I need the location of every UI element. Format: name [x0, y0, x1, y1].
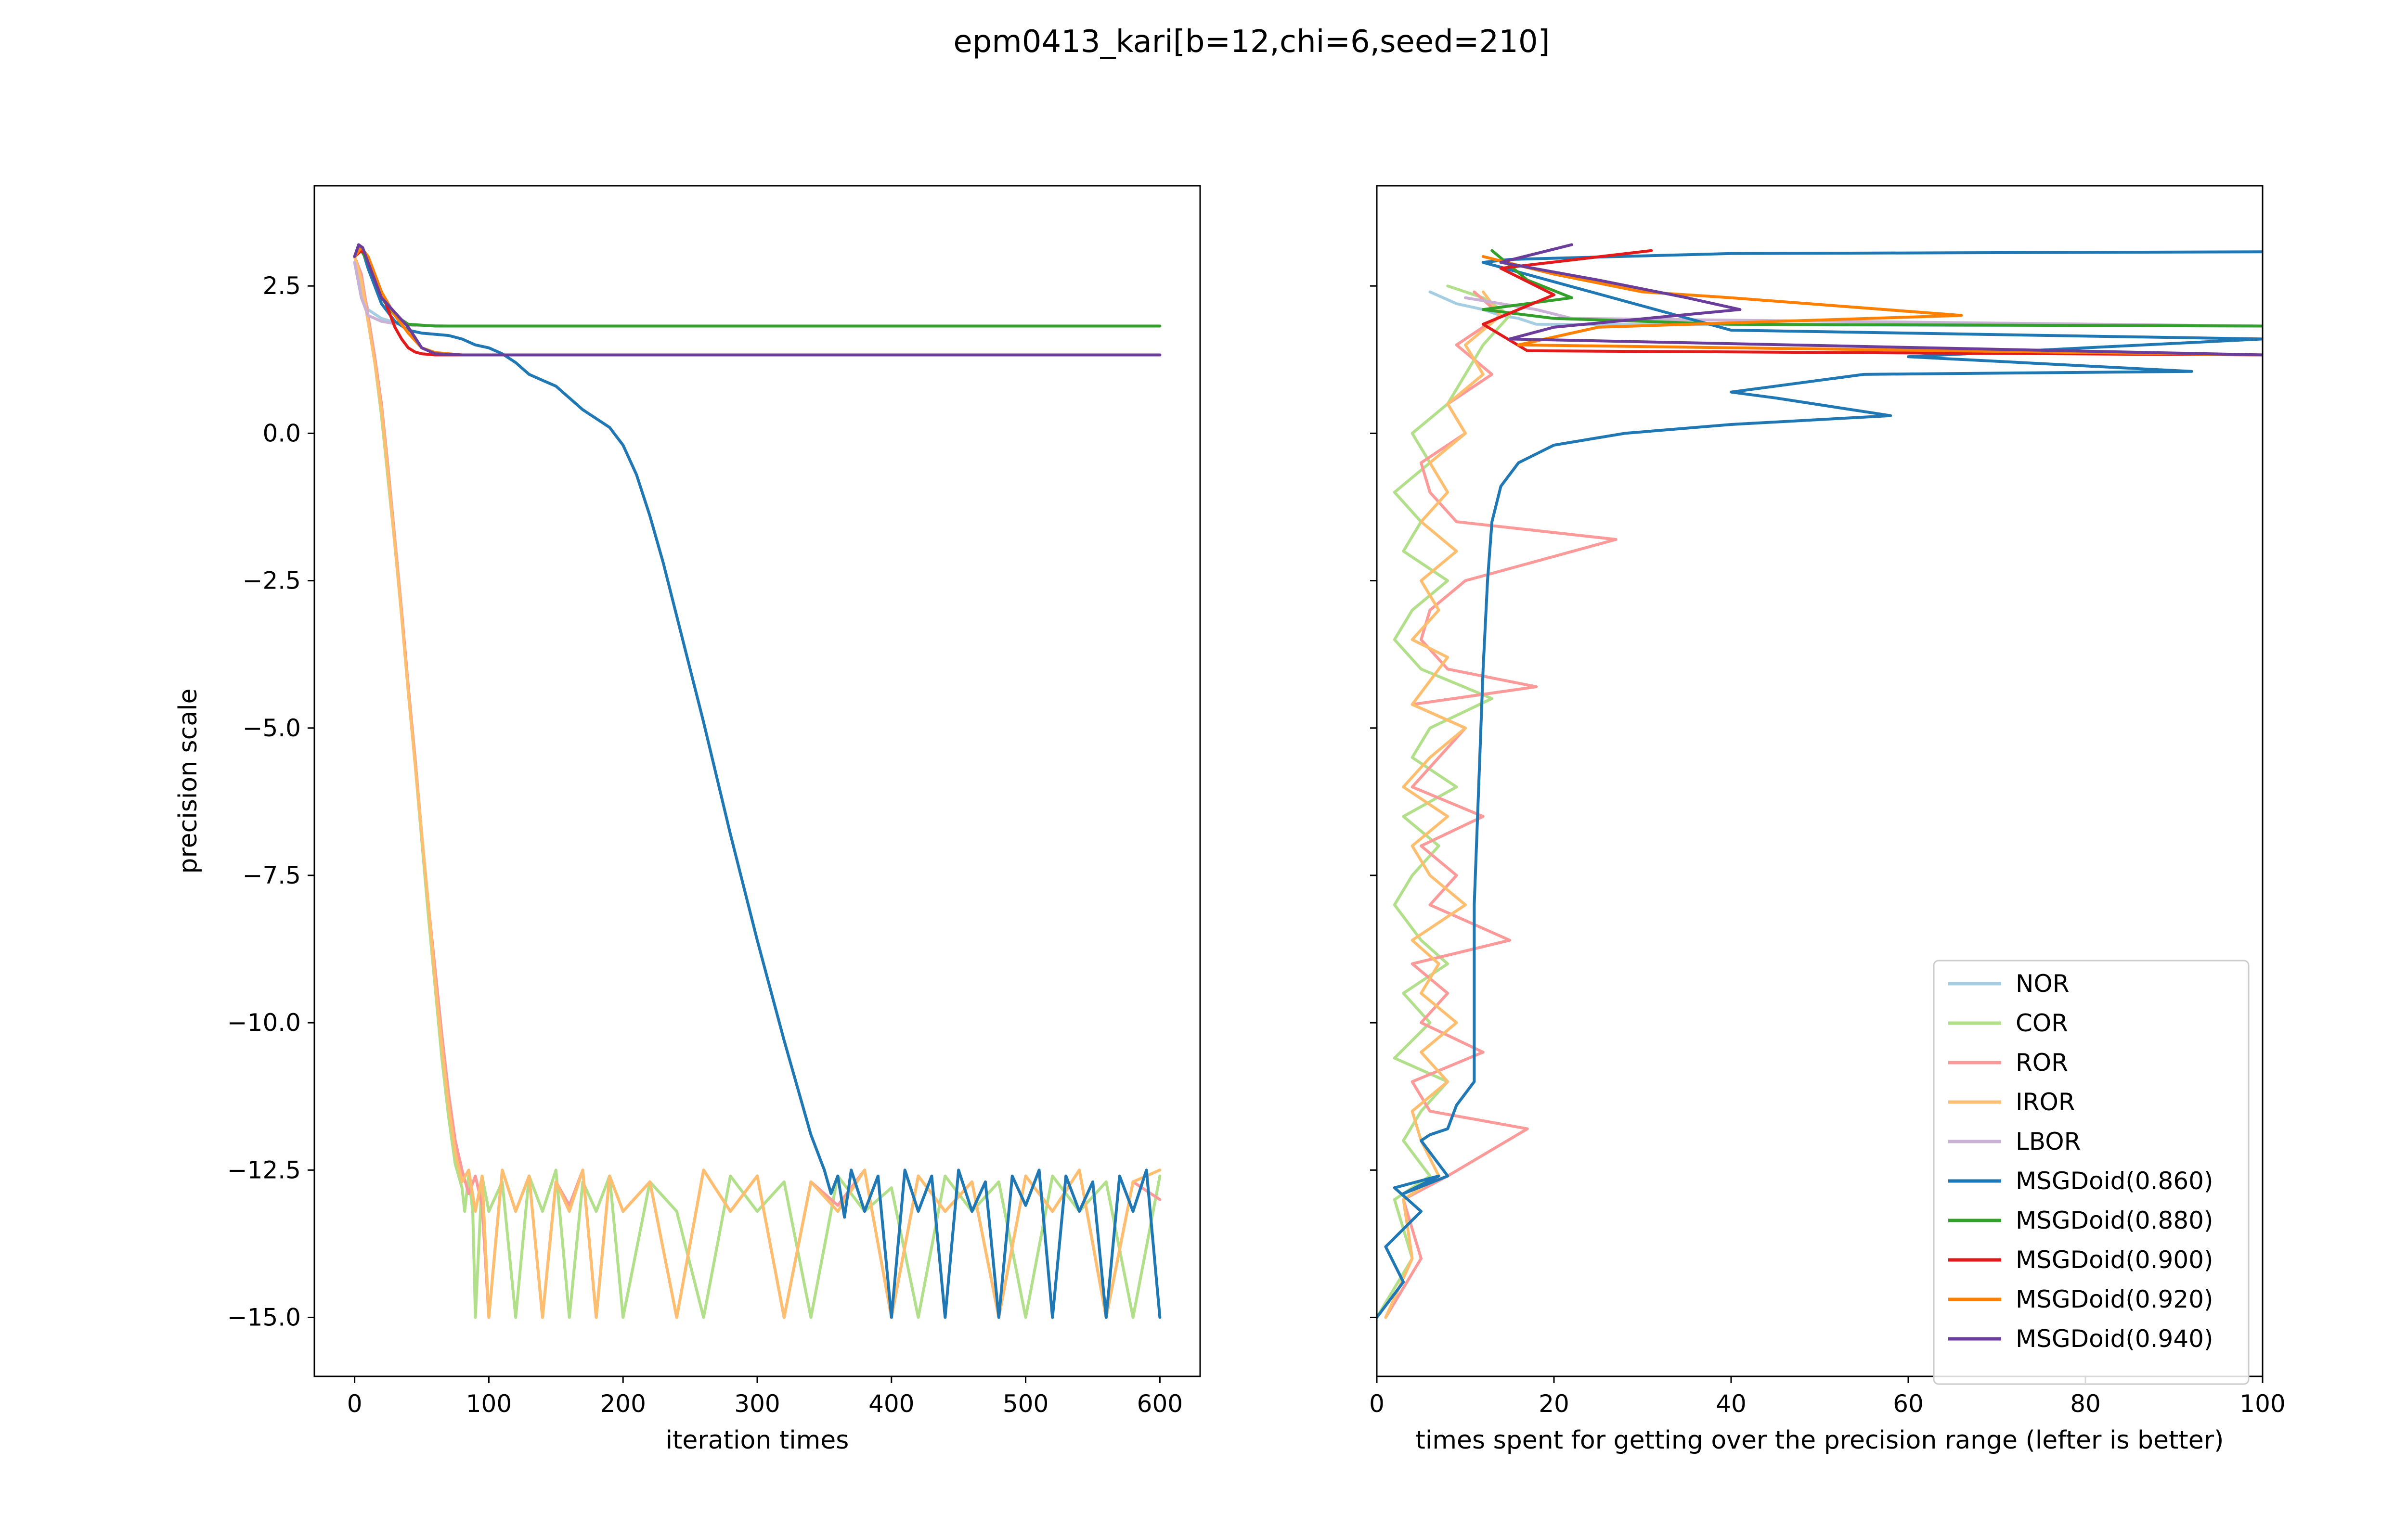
legend-item: MSGDoid(0.880) — [1948, 1206, 2213, 1234]
legend-item: MSGDoid(0.900) — [1948, 1246, 2213, 1274]
x-tick-label: 100 — [466, 1390, 512, 1418]
x-tick-label: 40 — [1716, 1390, 1747, 1418]
legend-item: ROR — [1948, 1049, 2068, 1077]
x-tick-label: 100 — [2239, 1390, 2285, 1418]
y-tick-label: −15.0 — [227, 1304, 301, 1332]
legend-item: NOR — [1948, 970, 2070, 998]
y-tick-label: −2.5 — [243, 567, 301, 595]
x-tick-label: 80 — [2070, 1390, 2101, 1418]
legend-label: MSGDoid(0.900) — [2016, 1246, 2213, 1274]
series-line-msgdoid-0-860 — [1377, 250, 2263, 1319]
legend-label: LBOR — [2016, 1128, 2081, 1155]
x-tick-label: 0 — [347, 1390, 362, 1418]
x-tick-label: 400 — [868, 1390, 914, 1418]
legend-label: MSGDoid(0.860) — [2016, 1167, 2213, 1195]
legend-item: MSGDoid(0.920) — [1948, 1285, 2213, 1313]
y-tick-label: −12.5 — [227, 1156, 301, 1184]
legend: NOR COR ROR IROR LBOR MSGDoid(0.860) MSGDoid(0… — [1933, 960, 2250, 1385]
legend-item: MSGDoid(0.860) — [1948, 1167, 2213, 1195]
legend-box — [1933, 960, 2250, 1385]
legend-label: MSGDoid(0.940) — [2016, 1325, 2213, 1353]
x-tick-label: 300 — [734, 1390, 780, 1418]
legend-label: ROR — [2016, 1049, 2068, 1077]
legend-label: MSGDoid(0.880) — [2016, 1206, 2213, 1234]
figure-title: epm0413_kari[b=12,chi=6,seed=210] — [953, 24, 1550, 60]
series-line-iror — [353, 255, 1162, 1319]
x-axis-label: iteration times — [666, 1426, 849, 1455]
series-line-msgdoid-0-920 — [1481, 255, 2263, 357]
series-line-msgdoid-0-940 — [353, 243, 1162, 357]
x-tick-label: 200 — [600, 1390, 646, 1418]
right-plot: 0 20 40 60 80 100 times spent for getting over… — [1369, 185, 2286, 1455]
legend-label: MSGDoid(0.920) — [2016, 1285, 2213, 1313]
y-tick-label: −5.0 — [243, 714, 301, 742]
series-line-msgdoid-0-860 — [353, 246, 1162, 1319]
x-tick-label: 0 — [1369, 1390, 1385, 1418]
x-tick-label: 500 — [1003, 1390, 1048, 1418]
legend-item: LBOR — [1948, 1128, 2081, 1155]
series-line-iror — [1384, 290, 1502, 1319]
legend-item: IROR — [1948, 1088, 2075, 1116]
x-axis-label: times spent for getting over the precisi… — [1416, 1426, 2224, 1455]
y-tick-label: −10.0 — [227, 1009, 301, 1037]
legend-label: IROR — [2016, 1088, 2075, 1116]
legend-label: COR — [2016, 1009, 2068, 1037]
series-line-msgdoid-0-940 — [1499, 243, 2263, 357]
plot-area-0 — [353, 243, 1162, 1319]
y-tick-label: 0.0 — [262, 419, 301, 447]
axes-frame — [1376, 185, 2264, 1377]
legend-item: COR — [1948, 1009, 2068, 1037]
x-tick-label: 600 — [1137, 1390, 1183, 1418]
plot-area-1 — [1377, 243, 2263, 1319]
y-tick-label: 2.5 — [262, 272, 301, 300]
series-line-ror — [1384, 290, 1618, 1319]
series-line-cor — [1377, 284, 1511, 1319]
legend-item: MSGDoid(0.940) — [1948, 1325, 2213, 1353]
x-tick-label: 20 — [1539, 1390, 1569, 1418]
x-tick-label: 60 — [1893, 1390, 1924, 1418]
series-line-msgdoid-0-900 — [1481, 249, 2263, 357]
y-axis-label: precision scale — [174, 688, 203, 873]
legend-label: NOR — [2016, 970, 2070, 998]
y-tick-label: −7.5 — [243, 861, 301, 889]
left-plot: 0 100 200 300 400 500 600 2.5 0.0 −2.5 −5.0 −7.5 −10… — [174, 185, 1201, 1455]
